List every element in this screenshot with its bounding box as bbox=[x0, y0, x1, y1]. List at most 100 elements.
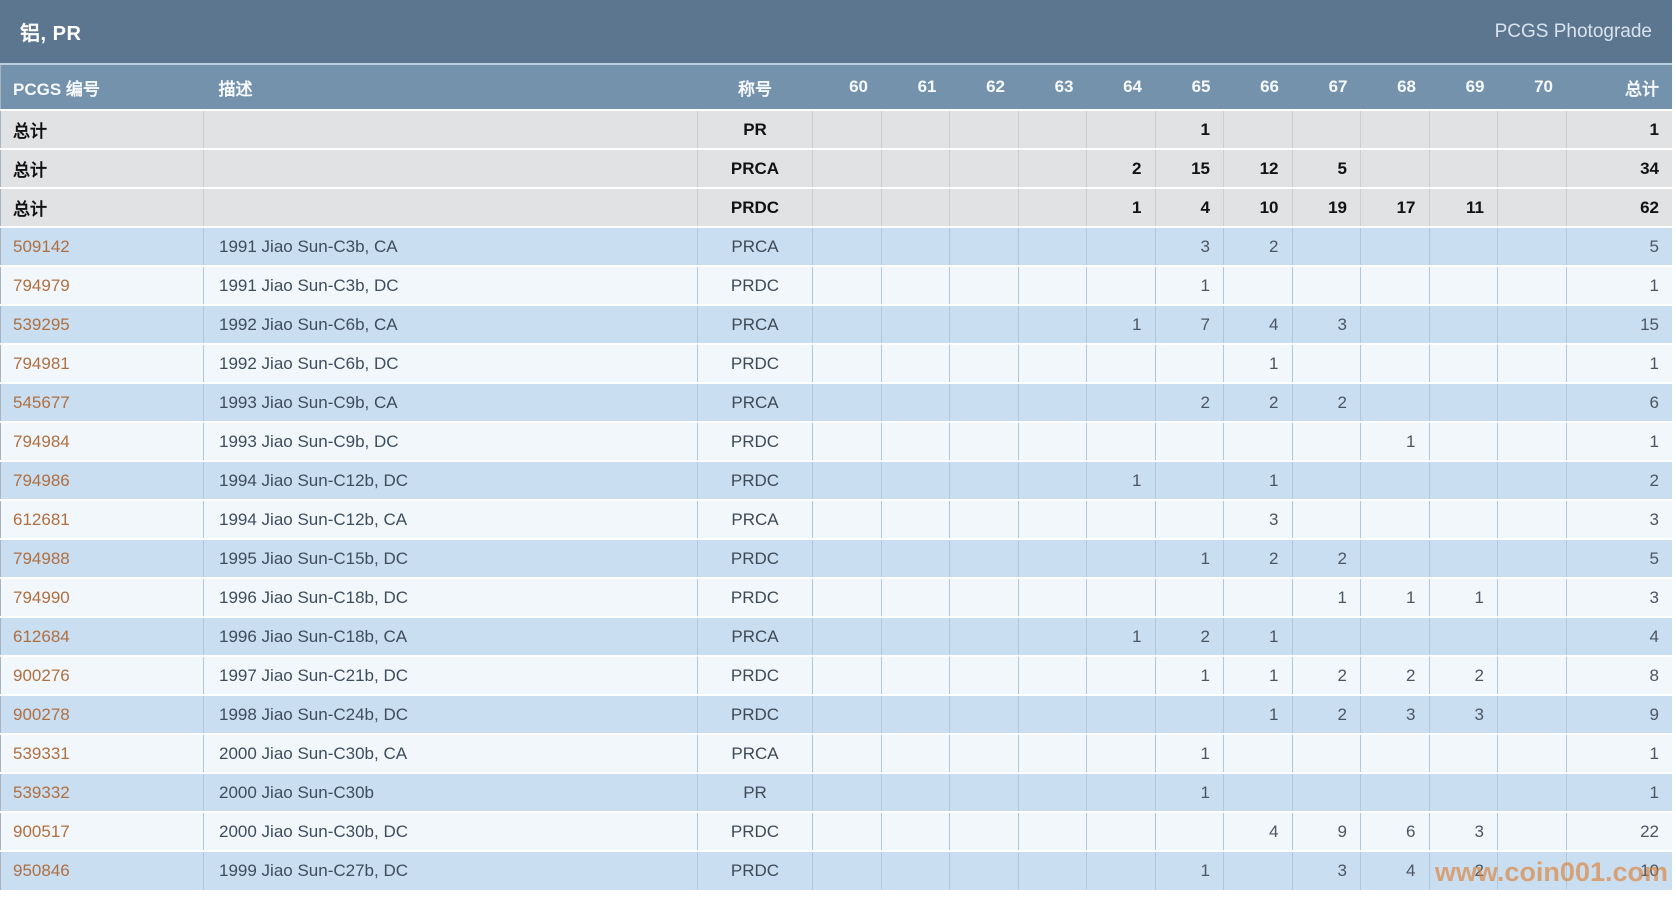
summary-description-cell bbox=[203, 187, 698, 227]
summary-grade-count bbox=[1497, 109, 1566, 149]
column-header-grade-60: 60 bbox=[812, 65, 881, 110]
grade-count-cell bbox=[1086, 577, 1155, 617]
grade-count-cell bbox=[1086, 655, 1155, 695]
grade-count-cell: 2 bbox=[1154, 616, 1224, 656]
grade-count-cell: 9 bbox=[1291, 811, 1361, 851]
pcgs-number-link[interactable]: 900517 bbox=[13, 821, 70, 841]
photograde-link[interactable]: PCGS Photograde bbox=[1494, 20, 1652, 42]
summary-grade-count: 5 bbox=[1291, 148, 1361, 188]
grade-count-cell: 3 bbox=[1291, 850, 1361, 890]
column-header-total: 总计 bbox=[1566, 65, 1672, 110]
grade-count-cell bbox=[1291, 460, 1361, 500]
table-row: 900276 1997 Jiao Sun-C21b, DC PRDC 1 1 2 2 2 8 bbox=[0, 655, 1672, 695]
description-cell: 1996 Jiao Sun-C18b, DC bbox=[203, 577, 698, 617]
grade-count-cell bbox=[812, 460, 881, 500]
pcgs-number-link[interactable]: 900278 bbox=[13, 704, 70, 724]
description-cell: 2000 Jiao Sun-C30b, DC bbox=[203, 811, 698, 851]
column-header-description: 描述 bbox=[203, 65, 698, 110]
pcgs-number-cell: 612684 bbox=[0, 616, 204, 656]
summary-grade-count bbox=[1428, 148, 1498, 188]
description-cell: 1998 Jiao Sun-C24b, DC bbox=[203, 694, 698, 734]
grade-count-cell bbox=[1017, 655, 1087, 695]
pcgs-number-link[interactable]: 794990 bbox=[13, 587, 70, 607]
pcgs-number-link[interactable]: 950846 bbox=[13, 861, 70, 880]
grade-count-cell: 1 bbox=[1154, 772, 1224, 812]
table-row: 794979 1991 Jiao Sun-C3b, DC PRDC 1 1 bbox=[0, 265, 1672, 305]
row-total-cell: 8 bbox=[1565, 655, 1672, 695]
summary-grade-count bbox=[1086, 109, 1155, 149]
grade-count-cell: 1 bbox=[1291, 577, 1361, 617]
column-header-grade-64: 64 bbox=[1086, 65, 1155, 110]
grade-count-cell: 1 bbox=[1086, 304, 1155, 344]
designation-cell: PRCA bbox=[697, 733, 813, 773]
pcgs-number-link[interactable]: 539331 bbox=[13, 743, 70, 763]
grade-count-cell bbox=[1017, 304, 1087, 344]
grade-count-cell: 2 bbox=[1291, 655, 1361, 695]
summary-grade-count: 1 bbox=[1154, 109, 1224, 149]
grade-count-cell bbox=[949, 304, 1018, 344]
grade-count-cell: 3 bbox=[1223, 499, 1292, 539]
column-header-grade-66: 66 bbox=[1223, 65, 1292, 110]
grade-count-cell bbox=[1360, 343, 1429, 383]
column-header-grade-62: 62 bbox=[949, 65, 1018, 110]
summary-grade-count bbox=[1017, 109, 1087, 149]
grade-count-cell bbox=[1154, 694, 1224, 734]
grade-count-cell bbox=[1017, 343, 1087, 383]
grade-count-cell bbox=[1291, 343, 1361, 383]
table-header: PCGS 编号 描述 称号 60 61 62 63 64 65 66 67 68 69 70 总计 bbox=[0, 65, 1672, 110]
pcgs-number-link[interactable]: 794986 bbox=[13, 470, 70, 490]
pcgs-number-link[interactable]: 545677 bbox=[13, 392, 70, 412]
titlebar: 铝, PR PCGS Photograde bbox=[0, 0, 1672, 65]
grade-count-cell bbox=[880, 577, 950, 617]
table-header-row: PCGS 编号 描述 称号 60 61 62 63 64 65 66 67 68 69 70 总计 bbox=[0, 65, 1672, 110]
grade-count-cell bbox=[1360, 499, 1429, 539]
column-header-grade-69: 69 bbox=[1429, 65, 1498, 110]
grade-count-cell bbox=[1291, 733, 1361, 773]
grade-count-cell bbox=[880, 733, 950, 773]
grade-count-cell: 1 bbox=[1154, 733, 1224, 773]
grade-count-cell bbox=[1154, 499, 1224, 539]
table-row: 794986 1994 Jiao Sun-C12b, DC PRDC 1 1 2 bbox=[0, 460, 1672, 500]
pcgs-number-cell: 794979 bbox=[0, 265, 204, 305]
description-cell: 1993 Jiao Sun-C9b, DC bbox=[203, 421, 698, 461]
pcgs-number-link[interactable]: 612681 bbox=[13, 509, 70, 529]
grade-count-cell bbox=[1497, 265, 1566, 305]
grade-count-cell bbox=[1017, 538, 1087, 578]
pcgs-number-link[interactable]: 794984 bbox=[13, 431, 70, 451]
grade-count-cell bbox=[1154, 811, 1224, 851]
grade-count-cell bbox=[1497, 460, 1566, 500]
pcgs-number-cell: 539332 bbox=[0, 772, 204, 812]
grade-count-cell bbox=[812, 226, 881, 266]
grade-count-cell bbox=[949, 460, 1018, 500]
designation-cell: PRDC bbox=[697, 577, 813, 617]
grade-count-cell bbox=[1428, 382, 1498, 422]
pcgs-number-cell: 612681 bbox=[0, 499, 204, 539]
grade-count-cell bbox=[880, 226, 950, 266]
grade-count-cell bbox=[812, 772, 881, 812]
grade-count-cell: 1 bbox=[1086, 460, 1155, 500]
pcgs-number-link[interactable]: 612684 bbox=[13, 626, 70, 646]
grade-count-cell bbox=[1017, 382, 1087, 422]
grade-count-cell bbox=[880, 694, 950, 734]
grade-count-cell: 1 bbox=[1360, 577, 1429, 617]
pcgs-number-link[interactable]: 509142 bbox=[13, 236, 70, 256]
grade-count-cell bbox=[1223, 265, 1292, 305]
summary-total-label: 总计 bbox=[0, 187, 204, 227]
table-row: 794981 1992 Jiao Sun-C6b, DC PRDC 1 1 bbox=[0, 343, 1672, 383]
description-cell: 1992 Jiao Sun-C6b, CA bbox=[203, 304, 698, 344]
summary-grade-count bbox=[1017, 187, 1087, 227]
summary-grade-count bbox=[880, 148, 950, 188]
summary-total-label: 总计 bbox=[0, 109, 204, 149]
pcgs-number-link[interactable]: 794988 bbox=[13, 548, 70, 568]
grade-count-cell bbox=[1428, 733, 1498, 773]
summary-grade-count bbox=[949, 148, 1018, 188]
row-total-cell: 1 bbox=[1565, 421, 1672, 461]
grade-count-cell bbox=[949, 499, 1018, 539]
pcgs-number-link[interactable]: 794979 bbox=[13, 275, 70, 295]
table-row: 509142 1991 Jiao Sun-C3b, CA PRCA 3 2 5 bbox=[0, 226, 1672, 266]
pcgs-number-link[interactable]: 900276 bbox=[13, 665, 70, 685]
pcgs-number-link[interactable]: 794981 bbox=[13, 353, 70, 373]
row-total-cell: 1 bbox=[1565, 265, 1672, 305]
pcgs-number-link[interactable]: 539332 bbox=[13, 782, 70, 802]
pcgs-number-link[interactable]: 539295 bbox=[13, 314, 70, 334]
